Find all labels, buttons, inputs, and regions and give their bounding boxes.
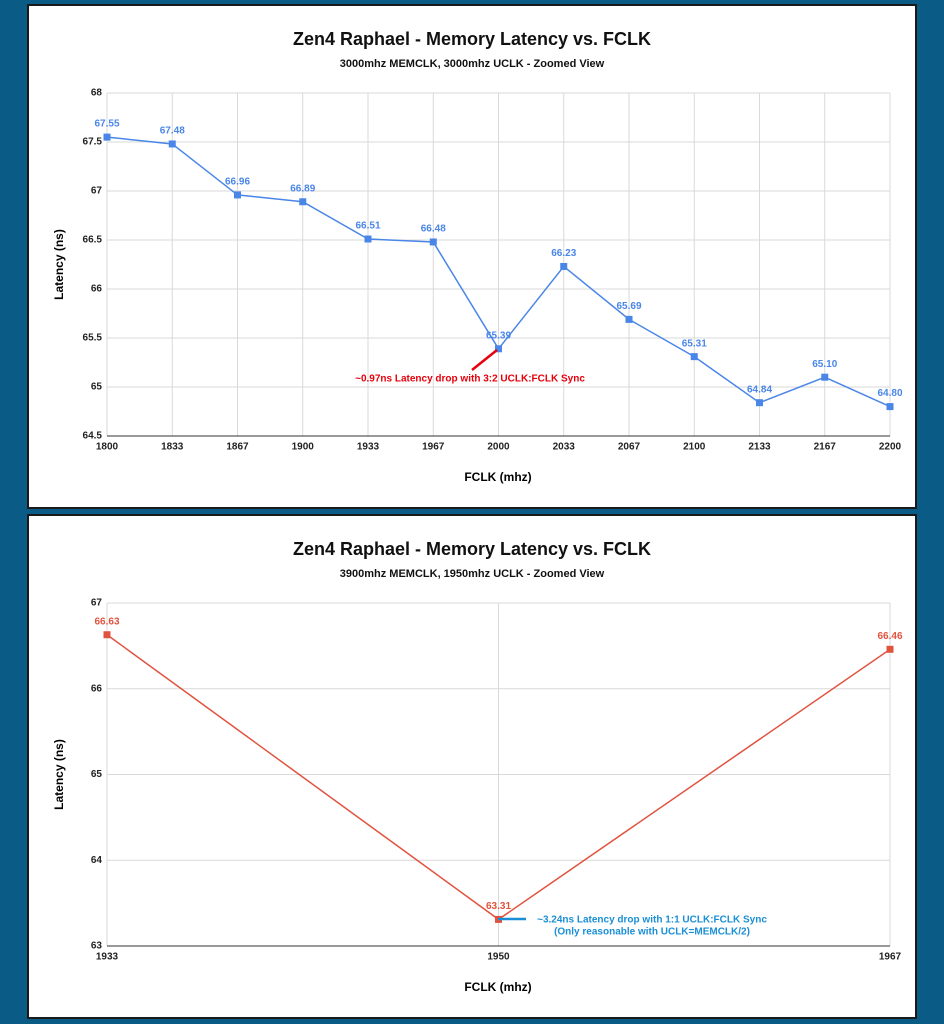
annotation-text: ~0.97ns Latency drop with 3:2 UCLK:FCLK … xyxy=(355,374,585,385)
data-label: 64.84 xyxy=(747,384,772,395)
data-label: 64.80 xyxy=(877,388,902,399)
x-tick-label: 1967 xyxy=(879,952,902,963)
y-tick-label: 67 xyxy=(91,186,103,197)
y-tick-label: 66.5 xyxy=(83,235,103,246)
data-label: 65.31 xyxy=(682,338,707,349)
data-point xyxy=(103,631,111,639)
x-tick-label: 1933 xyxy=(96,952,119,963)
data-point xyxy=(234,191,241,199)
data-point xyxy=(299,198,307,206)
panel xyxy=(27,514,917,1019)
data-point xyxy=(756,399,763,407)
data-point xyxy=(886,403,894,411)
chart-title: Zen4 Raphael - Memory Latency vs. FCLK xyxy=(293,539,651,559)
y-tick-label: 65 xyxy=(91,769,103,780)
data-label: 67.55 xyxy=(94,119,119,130)
data-label: 66.63 xyxy=(94,616,119,627)
annotation-text: ~3.24ns Latency drop with 1:1 UCLK:FCLK … xyxy=(537,915,767,926)
x-tick-label: 2000 xyxy=(487,442,510,453)
y-tick-label: 66 xyxy=(91,284,103,295)
y-tick-label: 64 xyxy=(91,855,103,866)
annotation-text: (Only reasonable with UCLK=MEMCLK/2) xyxy=(554,927,750,938)
y-tick-label: 67.5 xyxy=(83,137,103,148)
data-label: 66.89 xyxy=(290,183,315,194)
x-tick-label: 2067 xyxy=(618,442,641,453)
data-label: 66.48 xyxy=(421,224,446,235)
x-tick-label: 2200 xyxy=(879,442,902,453)
data-point xyxy=(429,238,437,246)
x-tick-label: 1950 xyxy=(487,952,510,963)
data-point xyxy=(886,645,894,653)
y-axis-label: Latency (ns) xyxy=(52,739,66,810)
chart-subtitle: 3900mhz MEMCLK, 1950mhz UCLK - Zoomed Vi… xyxy=(340,568,605,580)
x-tick-label: 2167 xyxy=(814,442,837,453)
data-label: 65.69 xyxy=(616,301,641,312)
data-point xyxy=(103,133,111,141)
data-point xyxy=(625,315,633,323)
data-label: 66.51 xyxy=(355,221,380,232)
data-label: 66.23 xyxy=(551,248,576,259)
x-tick-label: 1933 xyxy=(357,442,380,453)
x-tick-label: 2100 xyxy=(683,442,706,453)
y-tick-label: 64.5 xyxy=(83,431,103,442)
data-label: 65.10 xyxy=(812,359,837,370)
data-point xyxy=(495,345,502,353)
x-tick-label: 1967 xyxy=(422,442,445,453)
x-tick-label: 1800 xyxy=(96,442,119,453)
data-point xyxy=(364,235,372,243)
x-tick-label: 2133 xyxy=(748,442,771,453)
x-tick-label: 1900 xyxy=(292,442,315,453)
x-axis-label: FCLK (mhz) xyxy=(464,980,531,994)
data-label: 65.39 xyxy=(486,330,511,341)
y-tick-label: 66 xyxy=(91,683,103,694)
data-point xyxy=(560,262,568,270)
x-tick-label: 1867 xyxy=(226,442,249,453)
y-tick-label: 68 xyxy=(91,88,103,99)
x-tick-label: 1833 xyxy=(161,442,184,453)
data-point xyxy=(690,353,698,361)
y-tick-label: 65.5 xyxy=(83,333,103,344)
panel xyxy=(27,4,917,509)
x-tick-label: 2033 xyxy=(553,442,576,453)
y-tick-label: 63 xyxy=(91,941,103,952)
y-tick-label: 65 xyxy=(91,382,103,393)
chart-title: Zen4 Raphael - Memory Latency vs. FCLK xyxy=(293,29,651,49)
data-label: 66.46 xyxy=(877,631,902,642)
annotation-arrow xyxy=(471,349,498,371)
y-tick-label: 67 xyxy=(91,598,103,609)
data-point xyxy=(168,140,176,148)
y-axis-label: Latency (ns) xyxy=(52,229,66,300)
data-point xyxy=(821,373,829,381)
data-label: 63.31 xyxy=(486,901,511,912)
data-label: 66.96 xyxy=(225,177,250,188)
x-axis-label: FCLK (mhz) xyxy=(464,470,531,484)
chart-subtitle: 3000mhz MEMCLK, 3000mhz UCLK - Zoomed Vi… xyxy=(340,58,605,70)
data-label: 67.48 xyxy=(160,126,185,137)
